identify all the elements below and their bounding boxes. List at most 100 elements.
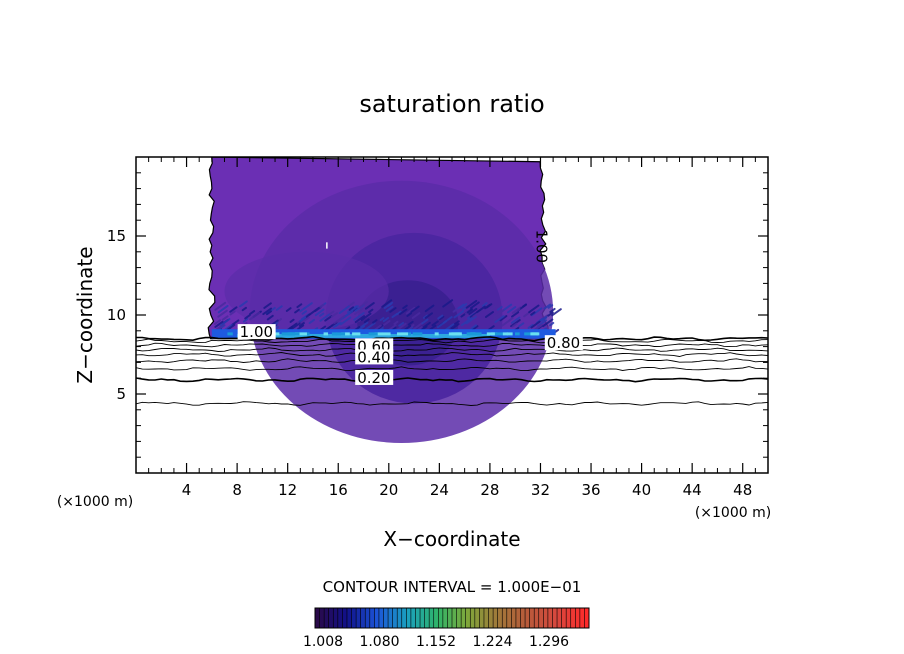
base-speck [524,332,531,336]
streak [396,322,407,331]
streak [542,318,554,328]
colorbar-cell [529,608,535,628]
base-speck [434,332,439,336]
colorbar-cell [579,608,585,628]
colorbar-cell [319,608,325,628]
streak [438,315,445,321]
streak [482,302,488,307]
streak [431,320,439,327]
colorbar-cell [497,608,503,628]
streak [229,306,238,313]
base-speck [341,332,350,336]
streak [363,318,370,324]
colorbar-cell [570,608,576,628]
x-tick-label: 16 [329,481,348,499]
streak [472,309,483,318]
streak [302,302,313,310]
x-tick-label: 48 [733,481,752,499]
streak [513,308,521,314]
streak [372,319,378,324]
streak [368,308,374,314]
base-speck [491,332,498,336]
streak [470,324,477,330]
streak [410,305,420,313]
colorbar-cell [470,608,476,628]
streak [391,313,398,319]
streak [219,318,231,327]
contour-line [136,401,768,406]
y-axis-label: Z−coordinate [73,246,97,383]
streak [275,305,283,311]
streak [364,302,375,310]
y-tick-label: 5 [116,385,126,403]
streak [530,320,541,329]
contour-label-bg [355,349,394,365]
base-speck [396,332,409,336]
streak [402,304,408,310]
streak [468,307,478,315]
colorbar-label: 1.080 [359,634,399,650]
colorbar-cell [433,608,439,628]
colorbar-cell [506,608,512,628]
streak [289,318,295,323]
x-tick-label: 44 [683,481,702,499]
x-tick-label: 8 [232,481,242,499]
streak [301,310,308,315]
streak [466,308,474,314]
streak [493,309,505,319]
streak [214,301,227,311]
streak [541,316,548,322]
colorbar-cell [401,608,407,628]
base-speck [515,332,520,336]
colorbar-cell [333,608,339,628]
streak [452,308,458,313]
streak [475,301,487,311]
streak [297,324,305,331]
streak [406,324,415,331]
streak [428,324,437,331]
streak [507,306,517,314]
left-lobe [224,251,389,331]
base-speck [486,332,495,336]
base-speck [368,332,378,336]
streak [324,315,333,322]
colorbar-cell [465,608,471,628]
streak [218,324,226,330]
colorbar-cell [415,608,421,628]
colorbar-cell [342,608,348,628]
base-speck [468,332,476,336]
colorbar-cell [474,608,480,628]
colorbar-cell [351,608,357,628]
streak [530,311,536,316]
streak [339,316,352,326]
streak [459,303,468,309]
streak [494,315,505,324]
streak [406,312,413,317]
streak [244,314,251,320]
streak [354,315,366,324]
streak [217,309,228,318]
x-tick-label: 32 [531,481,550,499]
colorbar-cell [374,608,380,628]
streak [499,315,508,322]
base-speck [289,332,300,336]
streak [319,313,331,322]
streak [554,328,560,333]
colorbar-cell [429,608,435,628]
colorbar-cell [442,608,448,628]
streak [396,310,402,316]
streak [547,304,554,309]
colorbar-label: 1.224 [472,634,512,650]
streak [262,307,273,316]
colorbar-label: 1.008 [303,634,343,650]
base-speck [451,332,462,336]
streak [221,315,229,321]
base-speck [502,332,508,336]
streak [330,312,338,318]
base-speck [412,332,423,336]
colorbar-cell [511,608,517,628]
streak [465,299,478,309]
y-tick-label: 15 [107,227,126,245]
streak [424,304,435,313]
streak [460,317,473,327]
